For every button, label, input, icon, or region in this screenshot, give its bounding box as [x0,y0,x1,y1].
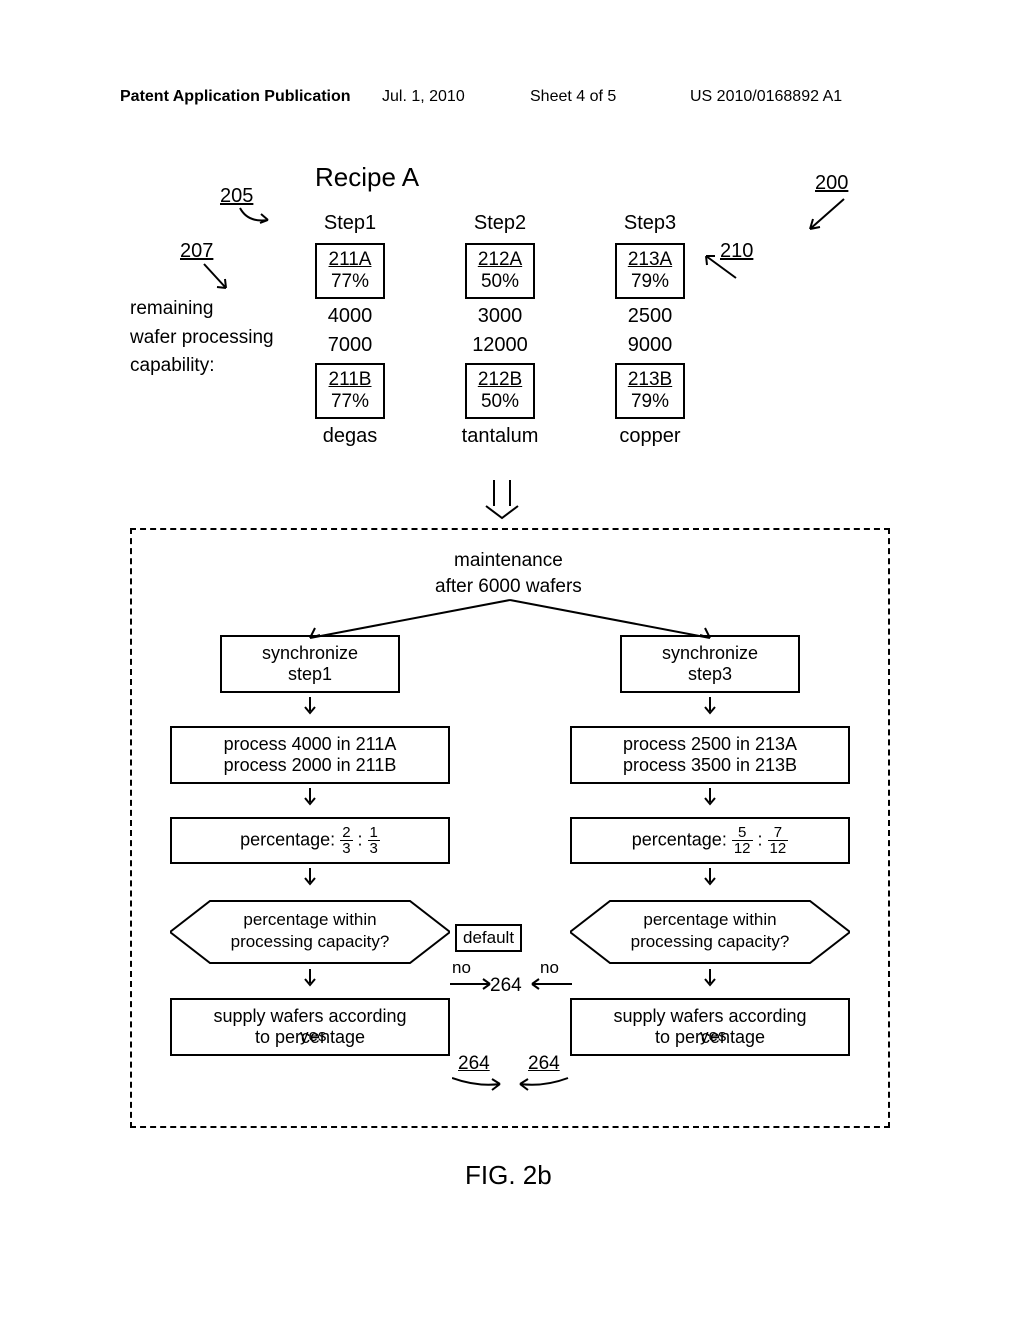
step1-label: Step1 [290,212,410,235]
flow-left-column: synchronize step1 process 4000 in 211A p… [170,635,450,1064]
step1-material: degas [290,425,410,448]
step3-label: Step3 [590,212,710,235]
percentage-left-label: percentage: [240,829,335,849]
chamber-212a-pct: 50% [477,271,523,293]
ref-264-right: 264 [528,1053,560,1075]
default-box: default [455,924,522,952]
process-left-box: process 4000 in 211A process 2000 in 211… [170,726,450,784]
arrow-icon [570,868,850,893]
frac-right-1: 512 [732,825,753,856]
maintenance-label: maintenance after 6000 wafers [435,548,582,599]
arrow-icon [170,969,450,994]
chamber-211a: 211A 77% [315,243,385,299]
chamber-212b-id: 212B [477,369,523,391]
step2-label: Step2 [440,212,560,235]
chamber-213a-pct: 79% [627,271,673,293]
arrow-icon [570,788,850,813]
step3-material: copper [590,425,710,448]
chamber-213b: 213B 79% [615,363,685,419]
process-right-box: process 2500 in 213A process 3500 in 213… [570,726,850,784]
no-arrow-right-icon [524,977,574,991]
chamber-213a: 213A 79% [615,243,685,299]
supply-arrow-right-icon [514,1075,570,1093]
arrow-200-icon [804,195,848,240]
chamber-212a: 212A 50% [465,243,535,299]
supply-arrow-left-icon [452,1075,508,1093]
no-arrow-left-icon [450,977,500,991]
decision-left: percentage within processing capacity? [170,897,450,967]
chamber-212b-pct: 50% [477,391,523,413]
step3-column: Step3 213A 79% 2500 9000 213B 79% copper [590,212,710,448]
chamber-211b: 211B 77% [315,363,385,419]
decision-right-text: percentage within processing capacity? [570,909,850,953]
step3-cap-top: 2500 [590,305,710,328]
step1-cap-top: 4000 [290,305,410,328]
ref-200: 200 [815,172,848,195]
chamber-212b: 212B 50% [465,363,535,419]
percentage-right-box: percentage: 512 : 712 [570,817,850,864]
header-pubnum: US 2010/0168892 A1 [690,88,842,106]
chamber-213a-id: 213A [627,249,673,271]
sync-step1-box: synchronize step1 [220,635,400,693]
figure-label: FIG. 2b [465,1160,552,1191]
yes-left-label: yes [300,1026,326,1046]
chamber-213b-id: 213B [627,369,673,391]
percentage-right-label: percentage: [632,829,727,849]
no-left-label: no [452,958,471,978]
chamber-213b-pct: 79% [627,391,673,413]
step1-cap-bot: 7000 [290,334,410,357]
chamber-212a-id: 212A [477,249,523,271]
step2-cap-bot: 12000 [440,334,560,357]
percentage-left-box: percentage: 23 : 13 [170,817,450,864]
yes-right-label: yes [700,1026,726,1046]
ref-264-left: 264 [458,1053,490,1075]
no-right-label: no [540,958,559,978]
step2-cap-top: 3000 [440,305,560,328]
decision-left-text: percentage within processing capacity? [170,909,450,953]
big-arrow-down-icon [480,478,524,525]
arrow-icon [170,697,450,722]
frac-left-1: 23 [340,825,352,856]
remaining-label: remaining wafer processing capability: [130,295,274,381]
chamber-211b-pct: 77% [327,391,373,413]
sync-step3-box: synchronize step3 [620,635,800,693]
recipe-title: Recipe A [315,162,419,193]
page: Patent Application Publication Jul. 1, 2… [0,0,1024,1320]
chamber-211a-id: 211A [327,249,373,271]
chamber-211a-pct: 77% [327,271,373,293]
step2-column: Step2 212A 50% 3000 12000 212B 50% tanta… [440,212,560,448]
arrow-icon [170,868,450,893]
header-left: Patent Application Publication [120,88,351,106]
frac-left-2: 13 [368,825,380,856]
chamber-211b-id: 211B [327,369,373,391]
header-sheet: Sheet 4 of 5 [530,88,616,106]
arrow-icon [170,788,450,813]
step1-column: Step1 211A 77% 4000 7000 211B 77% degas [290,212,410,448]
decision-right: percentage within processing capacity? [570,897,850,967]
frac-right-2: 712 [768,825,789,856]
arrow-icon [570,697,850,722]
step2-material: tantalum [440,425,560,448]
arrow-207-icon [200,260,234,299]
flow-right-column: synchronize step3 process 2500 in 213A p… [570,635,850,1064]
header-date: Jul. 1, 2010 [382,88,465,106]
arrow-icon [570,969,850,994]
arrow-205-icon [238,205,278,233]
step3-cap-bot: 9000 [590,334,710,357]
